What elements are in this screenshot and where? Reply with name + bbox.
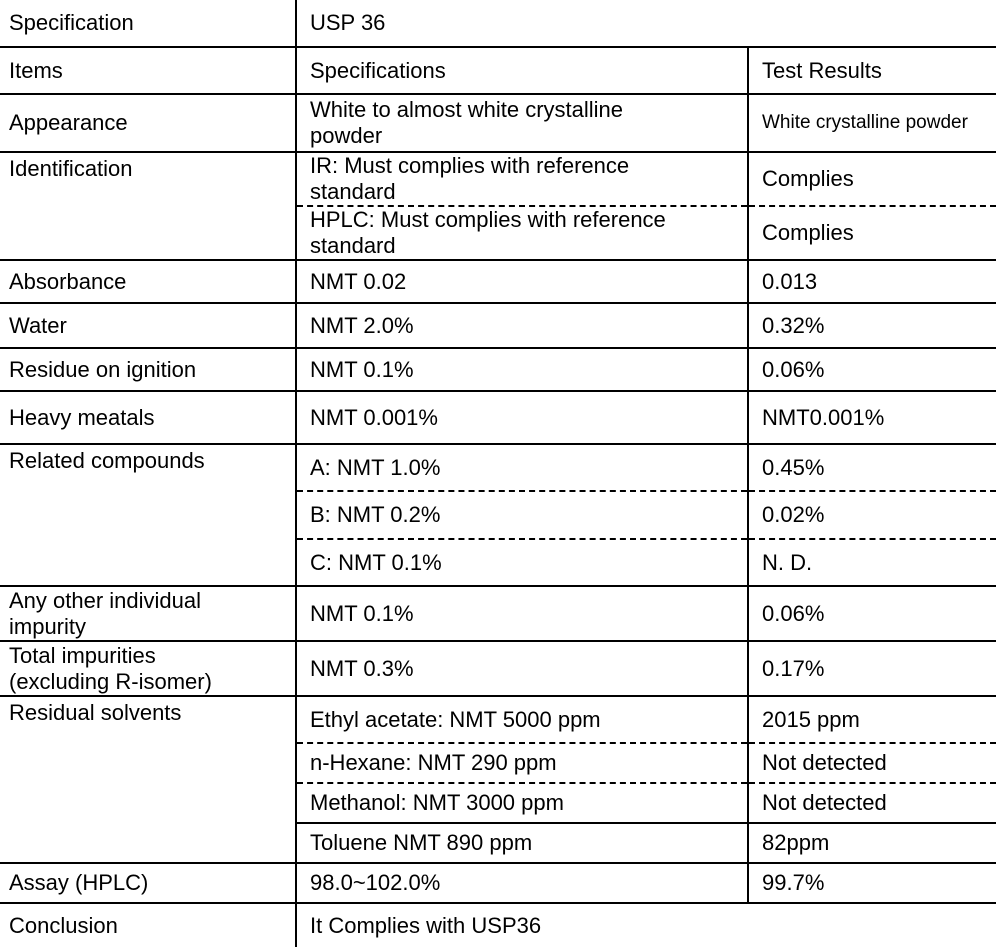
spec-cell-n-hexane: n-Hexane: NMT 290 ppm [295,742,748,783]
item-cell-total-impurities: Total impurities (excluding R-isomer) [0,640,296,696]
result-cell-methanol: Not detected [746,782,996,823]
column-header-specifications: Specifications [295,46,748,94]
table-row: Identification IR: Must complies with re… [0,151,996,260]
result-cell-residue-on-ignition: 0.06% [746,347,996,391]
result-cell-appearance: White crystalline powder [746,93,996,152]
item-cell-heavy-metals: Heavy meatals [0,390,296,444]
result-cell-heavy-metals: NMT0.001% [746,390,996,444]
table-row: Appearance White to almost white crystal… [0,93,996,152]
item-cell-water: Water [0,302,296,348]
item-cell-any-other-individual-impurity: Any other individual impurity [0,585,296,641]
column-header-items: Items [0,46,296,94]
table-row: Heavy meatals NMT 0.001% NMT0.001% [0,390,996,444]
table-row: Specification USP 36 [0,0,996,47]
result-cell-water: 0.32% [746,302,996,348]
result-cell-assay-hplc: 99.7% [746,862,996,903]
spec-standard-label: Specification [9,10,134,35]
spec-cell-toluene: Toluene NMT 890 ppm [295,822,748,863]
result-cell-related-compound-b: 0.02% [746,490,996,539]
spec-cell-related-compound-b: B: NMT 0.2% [295,490,748,539]
table-header-row: Items Specifications Test Results [0,46,996,94]
table-row: Toluene NMT 890 ppm 82ppm [0,822,996,863]
result-cell-any-other-individual-impurity: 0.06% [746,585,996,641]
table-row: Water NMT 2.0% 0.32% [0,302,996,348]
spec-cell-assay-hplc: 98.0~102.0% [295,862,748,903]
item-cell-residue-on-ignition: Residue on ignition [0,347,296,391]
spec-cell-total-impurities: NMT 0.3% [295,640,748,696]
table-row: Total impurities (excluding R-isomer) NM… [0,640,996,696]
spec-cell-water: NMT 2.0% [295,302,748,348]
spec-cell-heavy-metals: NMT 0.001% [295,390,748,444]
table-row: Residue on ignition NMT 0.1% 0.06% [0,347,996,391]
table-row: Methanol: NMT 3000 ppm Not detected [0,782,996,823]
result-cell-related-compound-c: N. D. [746,538,996,586]
conclusion-value: It Complies with USP36 [294,902,996,947]
table-row: B: NMT 0.2% 0.02% [0,490,996,539]
table-row: Absorbance NMT 0.02 0.013 [0,259,996,303]
table-row: Any other individual impurity NMT 0.1% 0… [0,585,996,641]
result-cell-total-impurities: 0.17% [746,640,996,696]
spec-cell-related-compound-c: C: NMT 0.1% [295,538,748,586]
result-cell-absorbance: 0.013 [746,259,996,303]
table-row: n-Hexane: NMT 290 ppm Not detected [0,742,996,783]
item-cell-absorbance: Absorbance [0,259,296,303]
result-cell-n-hexane: Not detected [746,742,996,783]
item-cell-related-compounds: Related compounds [0,443,296,586]
spec-cell-residue-on-ignition: NMT 0.1% [295,347,748,391]
spec-cell-methanol: Methanol: NMT 3000 ppm [295,782,748,823]
table-row: C: NMT 0.1% N. D. [0,538,996,586]
spec-cell-appearance: White to almost white crystalline powder [295,93,748,152]
table-row: Residual solvents Ethyl acetate: NMT 500… [0,695,996,863]
table-row: Related compounds A: NMT 1.0% 0.45% [0,443,996,586]
spec-cell-identification-ir: IR: Must complies with reference standar… [295,151,748,206]
item-cell-assay-hplc: Assay (HPLC) [0,862,296,903]
conclusion-label: Conclusion [0,902,296,947]
table-row: Conclusion It Complies with USP36 [0,902,996,947]
result-cell-toluene: 82ppm [746,822,996,863]
result-cell-identification-hplc: Complies [746,205,996,260]
column-header-test-results: Test Results [746,46,996,94]
table-row: HPLC: Must complies with reference stand… [0,205,996,260]
spec-standard-value: USP 36 [294,0,996,47]
spec-cell-any-other-individual-impurity: NMT 0.1% [295,585,748,641]
item-cell-residual-solvents: Residual solvents [0,695,296,863]
spec-cell-ethyl-acetate: Ethyl acetate: NMT 5000 ppm [295,695,748,743]
item-cell-appearance: Appearance [0,93,296,152]
result-cell-ethyl-acetate: 2015 ppm [746,695,996,743]
spec-cell-related-compound-a: A: NMT 1.0% [295,443,748,491]
result-cell-related-compound-a: 0.45% [746,443,996,491]
result-cell-identification-ir: Complies [746,151,996,206]
spec-cell-absorbance: NMT 0.02 [295,259,748,303]
item-cell-identification: Identification [0,151,296,260]
spec-cell-identification-hplc: HPLC: Must complies with reference stand… [295,205,748,260]
table-row: Assay (HPLC) 98.0~102.0% 99.7% [0,862,996,903]
